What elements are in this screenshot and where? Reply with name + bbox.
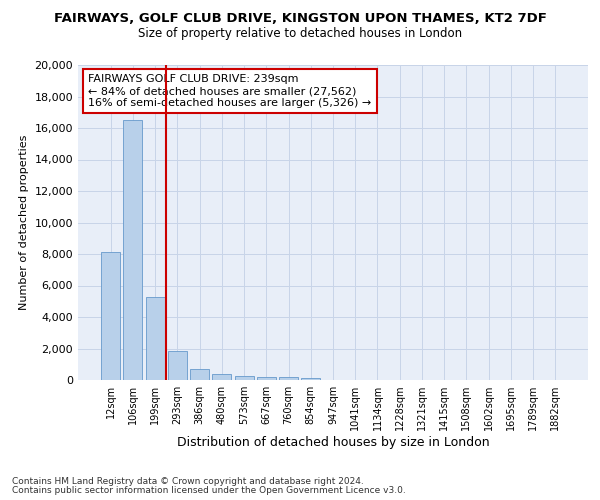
X-axis label: Distribution of detached houses by size in London: Distribution of detached houses by size …: [176, 436, 490, 449]
Bar: [168, 351, 187, 380]
Text: Contains public sector information licensed under the Open Government Licence v3: Contains public sector information licen…: [12, 486, 406, 495]
Text: Size of property relative to detached houses in London: Size of property relative to detached ho…: [138, 28, 462, 40]
Bar: [146, 296, 164, 380]
Y-axis label: Number of detached properties: Number of detached properties: [19, 135, 29, 310]
Bar: [257, 377, 276, 380]
Text: Contains HM Land Registry data © Crown copyright and database right 2024.: Contains HM Land Registry data © Crown c…: [12, 477, 364, 486]
Bar: [212, 374, 231, 380]
Bar: [279, 377, 298, 380]
Bar: [301, 378, 320, 380]
Bar: [235, 376, 254, 380]
Bar: [124, 120, 142, 380]
Bar: [190, 369, 209, 380]
Text: FAIRWAYS GOLF CLUB DRIVE: 239sqm
← 84% of detached houses are smaller (27,562)
1: FAIRWAYS GOLF CLUB DRIVE: 239sqm ← 84% o…: [88, 74, 371, 108]
Text: FAIRWAYS, GOLF CLUB DRIVE, KINGSTON UPON THAMES, KT2 7DF: FAIRWAYS, GOLF CLUB DRIVE, KINGSTON UPON…: [53, 12, 547, 26]
Bar: [101, 252, 120, 380]
